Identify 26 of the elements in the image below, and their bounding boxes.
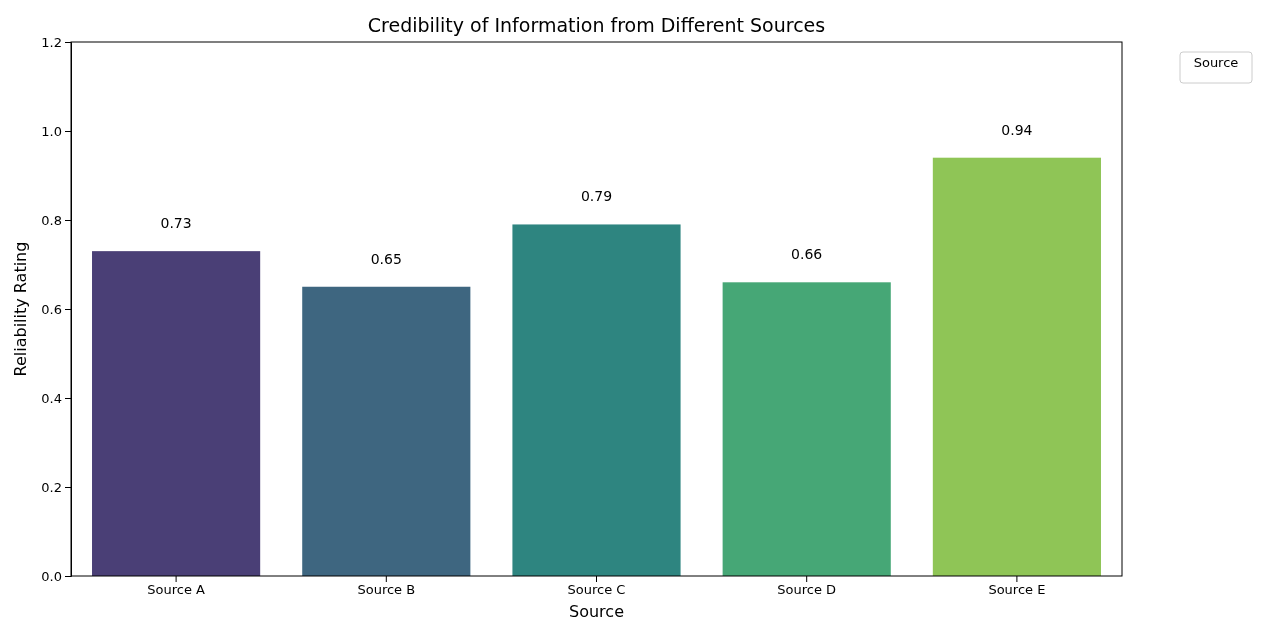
data-label: 0.73 <box>160 215 192 232</box>
chart-title: Credibility of Information from Different Sources <box>367 14 826 36</box>
x-tick-label: Source B <box>357 582 416 598</box>
data-label: 0.79 <box>580 188 613 205</box>
y-tick-label: 1.0 <box>41 123 62 139</box>
y-tick-label: 0.0 <box>41 568 62 584</box>
y-tick-label: 0.8 <box>41 212 62 228</box>
bar <box>512 224 681 576</box>
x-tick-label: Source D <box>777 582 837 598</box>
bar <box>92 251 261 576</box>
x-axis-title: Source <box>569 602 624 621</box>
bar <box>932 157 1101 576</box>
y-axis-title: Reliability Rating <box>11 241 30 377</box>
x-tick-label: Source E <box>988 582 1046 598</box>
bar <box>722 282 891 576</box>
y-tick-label: 0.4 <box>41 390 62 406</box>
legend-title: Source <box>1193 55 1239 70</box>
x-tick-label: Source A <box>147 582 206 598</box>
bar <box>302 286 471 576</box>
data-label: 0.94 <box>1001 121 1033 138</box>
y-tick-label: 0.2 <box>41 479 62 495</box>
y-tick-label: 1.2 <box>41 34 62 50</box>
data-label: 0.65 <box>370 250 402 267</box>
data-label: 0.66 <box>791 246 823 263</box>
y-tick-label: 0.6 <box>41 301 62 317</box>
x-tick-label: Source C <box>567 582 626 598</box>
